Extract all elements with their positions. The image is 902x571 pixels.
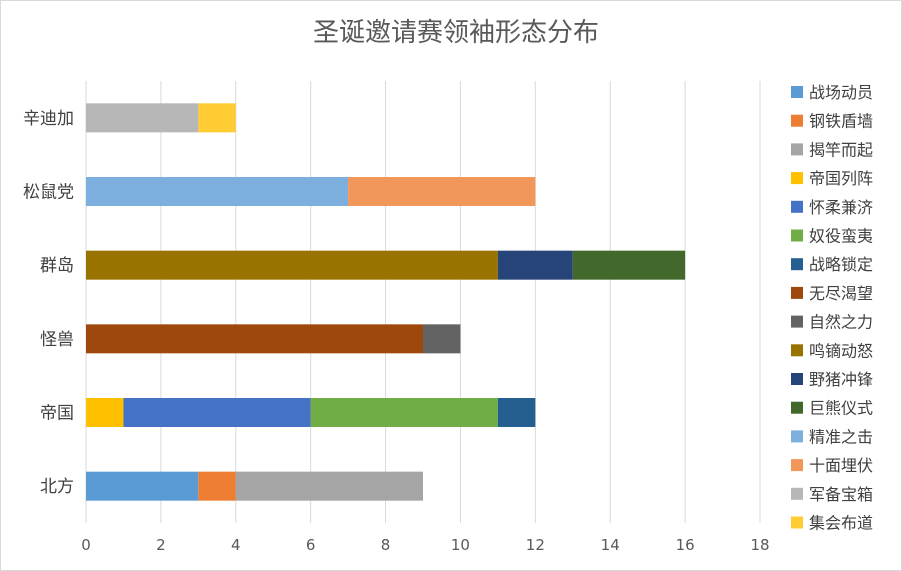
legend-swatch [791,487,803,500]
chart-title: 圣诞邀请赛领袖形态分布 [313,18,599,48]
bar-segment [348,177,536,206]
legend-swatch [791,172,803,185]
legend-swatch [791,200,803,213]
legend-entry-label: 怀柔兼济 [809,198,873,217]
x-tick-label: 4 [231,536,241,554]
category-label: 群岛 [40,256,74,276]
legend-entry-label: 无尽渴望 [809,284,873,303]
legend-swatch [791,315,803,328]
x-tick-label: 12 [526,536,545,554]
legend-entry-label: 奴役蛮夷 [809,227,873,246]
legend-swatch [791,459,803,472]
category-label: 帝国 [40,404,74,424]
bar-segment [198,471,236,501]
legend-entry-label: 野猪冲锋 [809,370,873,389]
bar-segment [86,103,199,133]
bar-segment [198,103,236,133]
bar-segment [572,250,686,280]
legend-entry-label: 战场动员 [809,83,873,102]
gridlines [85,81,761,523]
legend-swatch [791,286,803,299]
category-label: 辛迪加 [23,109,74,129]
x-tick-label: 0 [81,536,91,554]
legend-entry-label: 战略锁定 [809,255,873,274]
legend-entry-label: 帝国列阵 [809,169,873,188]
legend-swatch [791,258,803,271]
legend-swatch [791,114,803,127]
category-label: 北方 [40,477,74,497]
legend-swatch [791,516,803,529]
legend-entry-label: 十面埋伏 [809,456,873,475]
legend-swatch [791,229,803,242]
legend-entry-label: 精准之击 [809,427,873,446]
legend-swatch [791,430,803,443]
bar-segment [497,398,536,427]
bar-segment [86,471,199,501]
legend-entry-label: 集会布道 [809,514,873,533]
legend: 战场动员钢铁盾墙揭竿而起帝国列阵怀柔兼济奴役蛮夷战略锁定无尽渴望自然之力鸣镝动怒… [791,83,873,533]
x-tick-label: 16 [676,536,695,554]
legend-entry-label: 自然之力 [809,313,873,332]
legend-swatch [791,143,803,156]
legend-swatch [791,401,803,414]
x-tick-label: 18 [750,536,769,554]
bar-segment [310,398,498,427]
x-tick-label: 6 [306,536,316,554]
x-axis-ticks: 0 2 4 6 8 10 12 14 16 18 [81,536,769,554]
legend-entry-label: 钢铁盾墙 [809,112,873,131]
legend-swatch [791,86,803,98]
legend-entry-label: 巨熊仪式 [809,399,873,418]
legend-swatch [791,344,803,357]
plot-area [86,103,686,501]
x-tick-label: 14 [601,536,620,554]
bar-segment [86,250,498,280]
bar-segment [423,324,461,354]
legend-entry-label: 揭竿而起 [809,140,873,159]
bar-segment [86,398,124,427]
legend-entry-label: 军备宝箱 [809,485,873,504]
legend-entry-label: 鸣镝动怒 [809,341,873,360]
category-label: 松鼠党 [23,183,74,203]
bar-segment [123,398,311,427]
bar-segment [497,250,573,280]
x-tick-label: 2 [156,536,166,554]
bar-segment [235,471,423,501]
bar-segment [86,324,423,354]
bar-segment [86,177,349,206]
x-tick-label: 10 [451,536,470,554]
category-label: 怪兽 [40,330,74,350]
x-tick-label: 8 [381,536,391,554]
legend-swatch [791,373,803,385]
